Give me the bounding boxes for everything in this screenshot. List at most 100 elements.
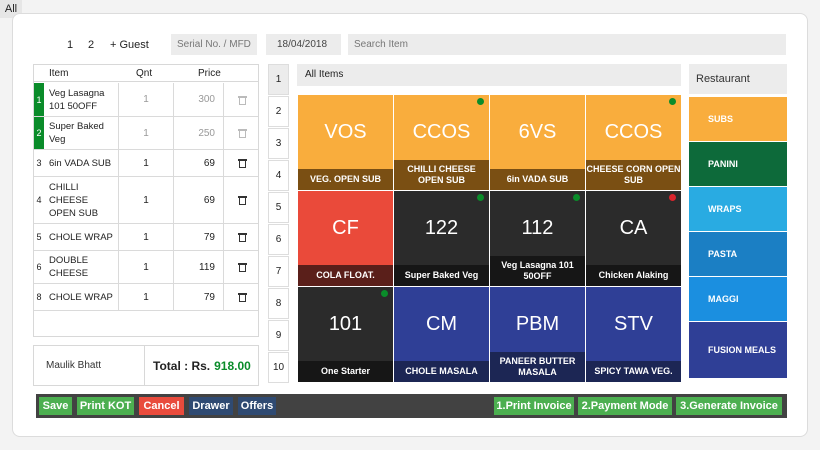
print-kot-button[interactable]: Print KOT [77,397,134,415]
add-guest-button[interactable]: + Guest [110,39,149,51]
category-fusion-meals[interactable]: FUSION MEALS [689,322,787,378]
menu-item-tile[interactable]: CCOS CHILLI CHEESE OPEN SUB [394,95,489,190]
trash-icon [237,262,247,272]
category-subs[interactable]: SUBS [689,97,787,141]
tile-label: CHILLI CHEESE OPEN SUB [394,160,489,190]
delete-item-button[interactable] [224,83,260,116]
print-invoice-button[interactable]: 1.Print Invoice [494,397,574,415]
menu-item-tile[interactable]: 112 Veg Lasagna 101 50OFF [490,191,585,286]
category-page-8[interactable]: 8 [268,288,289,319]
restaurant-selector[interactable]: Restaurant [689,64,787,94]
row-price: 79 [174,224,224,250]
tile-code: 122 [424,216,459,239]
category-page-1[interactable]: 1 [268,64,289,95]
tile-label: CHOLE MASALA [394,361,489,382]
row-quantity[interactable]: 1 [118,224,174,250]
trash-icon [237,158,247,168]
row-number: 6 [36,262,42,272]
tile-code: STV [614,312,653,335]
order-total: Total : Rs. 918.00 [144,346,251,385]
row-number: 8 [36,292,42,302]
tile-label: Veg Lasagna 101 50OFF [490,256,585,286]
delete-item-button[interactable] [224,150,260,176]
menu-item-tile[interactable]: CM CHOLE MASALA [394,287,489,382]
menu-item-tile[interactable]: STV SPICY TAWA VEG. [586,287,681,382]
category-panini[interactable]: PANINI [689,142,787,186]
offers-button[interactable]: Offers [238,397,276,415]
action-bar: Save Print KOT Cancel Drawer Offers 1.Pr… [36,394,787,418]
category-maggi[interactable]: MAGGI [689,277,787,321]
menu-item-tile[interactable]: 122 Super Baked Veg [394,191,489,286]
menu-item-tile[interactable]: VOS VEG. OPEN SUB [298,95,393,190]
menu-item-tile[interactable]: CF COLA FLOAT. [298,191,393,286]
row-quantity[interactable]: 1 [118,150,174,176]
order-table: Item Qnt Price 1 Veg Lasagna 101 50OFF 1 30… [33,64,259,337]
row-quantity[interactable]: 1 [118,83,174,116]
row-quantity[interactable]: 1 [118,251,174,283]
delete-item-button[interactable] [224,284,260,310]
status-dot-icon [669,194,676,201]
menu-item-tile[interactable]: 101 One Starter [298,287,393,382]
delete-item-button[interactable] [224,117,260,149]
menu-item-tile[interactable]: PBM PANEER BUTTER MASALA [490,287,585,382]
row-number: 5 [36,232,42,242]
tile-code: CCOS [604,120,663,143]
category-page-4[interactable]: 4 [268,160,289,191]
order-row[interactable]: 8 CHOLE WRAP 1 79 [34,284,258,311]
tile-code: CM [425,312,458,335]
order-row[interactable]: 5 CHOLE WRAP 1 79 [34,224,258,251]
save-button[interactable]: Save [39,397,72,415]
row-quantity[interactable]: 1 [118,117,174,149]
order-row[interactable]: 4 CHILLI CHEESE OPEN SUB 1 69 [34,177,258,224]
category-page-9[interactable]: 9 [268,320,289,351]
tile-code: CA [619,216,648,239]
generate-invoice-button[interactable]: 3.Generate Invoice [676,397,782,415]
menu-item-tile[interactable]: 6VS 6in VADA SUB [490,95,585,190]
category-page-7[interactable]: 7 [268,256,289,287]
cancel-button[interactable]: Cancel [139,397,184,415]
drawer-button[interactable]: Drawer [189,397,233,415]
status-dot-icon [573,194,580,201]
category-page-3[interactable]: 3 [268,128,289,159]
row-price: 250 [174,117,224,149]
order-row[interactable]: 1 Veg Lasagna 101 50OFF 1 300 [34,83,258,117]
row-quantity[interactable]: 1 [118,177,174,223]
order-footer: Maulik Bhatt Total : Rs. 918.00 [33,345,259,386]
items-header: All Items [297,64,681,86]
category-page-6[interactable]: 6 [268,224,289,255]
header-item: Item [49,68,69,79]
tile-code: VOS [324,120,367,143]
guest-tab-1[interactable]: 1 [67,39,74,51]
guest-tab-2[interactable]: 2 [88,39,95,51]
delete-item-button[interactable] [224,177,260,223]
category-page-5[interactable]: 5 [268,192,289,223]
payment-mode-button[interactable]: 2.Payment Mode [578,397,672,415]
row-item-name: DOUBLE CHEESE [49,255,89,279]
category-pasta[interactable]: PASTA [689,232,787,276]
tile-label: 6in VADA SUB [490,169,585,190]
category-wraps[interactable]: WRAPS [689,187,787,231]
row-number: 2 [34,117,44,149]
menu-item-tile[interactable]: CA Chicken Alaking [586,191,681,286]
tile-label: Chicken Alaking [586,265,681,286]
order-table-header: Item Qnt Price [34,65,258,82]
order-row[interactable]: 6 DOUBLE CHEESE 1 119 [34,251,258,284]
tile-code: 6VS [518,120,557,143]
serial-field[interactable]: Serial No. / MFD [171,34,257,55]
category-page-10[interactable]: 10 [268,352,289,383]
trash-icon [237,232,247,242]
trash-icon [237,292,247,302]
row-price: 79 [174,284,224,310]
row-number: 3 [36,158,42,168]
row-quantity[interactable]: 1 [118,284,174,310]
search-input[interactable]: Search Item [348,34,786,55]
delete-item-button[interactable] [224,224,260,250]
delete-item-button[interactable] [224,251,260,283]
category-page-2[interactable]: 2 [268,96,289,127]
row-number: 1 [34,83,44,116]
row-item-name: CHOLE WRAP [49,291,113,303]
date-field[interactable]: 18/04/2018 [266,34,341,55]
order-row[interactable]: 3 6in VADA SUB 1 69 [34,150,258,177]
menu-item-tile[interactable]: CCOS CHEESE CORN OPEN SUB [586,95,681,190]
order-row[interactable]: 2 Super Baked Veg 1 250 [34,117,258,150]
